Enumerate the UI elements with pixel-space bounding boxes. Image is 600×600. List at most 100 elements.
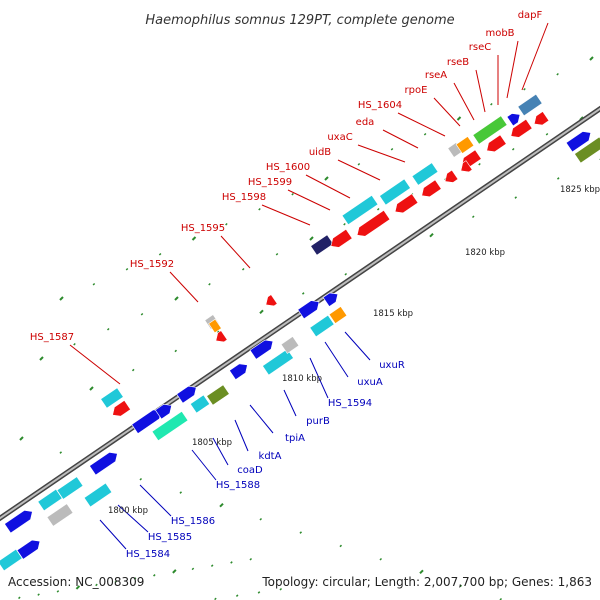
label-leader <box>506 40 519 99</box>
gene-label-bottom: tpiA <box>285 433 305 444</box>
scale-tick <box>153 574 156 577</box>
gene-feature <box>394 193 419 214</box>
gene-label-top: uidB <box>309 147 331 158</box>
scale-tick <box>225 222 228 226</box>
scale-tick <box>523 87 526 91</box>
gene-label-bottom: purB <box>306 416 330 427</box>
scale-tick <box>114 580 118 584</box>
scale-tick <box>230 561 233 564</box>
gene-feature <box>310 234 334 256</box>
scale-tick <box>309 236 314 241</box>
scale-tick <box>423 132 427 136</box>
label-leaders <box>69 22 549 550</box>
scale-tick <box>390 147 394 151</box>
scale-tick <box>471 215 475 219</box>
scale-tick <box>275 252 279 256</box>
gene-feature <box>0 548 23 572</box>
gene-feature <box>341 194 379 226</box>
summary-text: Topology: circular; Length: 2,007,700 bp… <box>261 575 592 589</box>
scale-label: 1805 kbp <box>192 438 232 448</box>
label-leader <box>382 129 419 149</box>
gene-feature <box>206 384 230 406</box>
gene-feature <box>176 385 197 404</box>
scale-tick <box>19 436 24 441</box>
scale-tick <box>257 591 261 594</box>
gene-feature <box>328 306 348 324</box>
label-leader <box>261 204 311 226</box>
scale-tick <box>556 177 560 180</box>
scale-tick <box>75 585 81 590</box>
scale-label: 1820 kbp <box>465 248 505 258</box>
label-leader <box>397 112 446 137</box>
scale-label: 1815 kbp <box>373 309 413 319</box>
scale-label: 1810 kbp <box>282 374 322 384</box>
label-leader <box>220 235 251 269</box>
label-leader <box>357 144 406 163</box>
scale-tick <box>456 116 462 121</box>
scale-tick <box>89 386 94 391</box>
scale-tick <box>59 451 63 454</box>
genome-backbone <box>0 105 600 522</box>
label-leader <box>433 97 461 127</box>
tick-marks <box>18 56 600 600</box>
gene-label-top: rseA <box>425 70 447 81</box>
gene-label-top: rseC <box>469 42 491 53</box>
label-leader <box>453 82 475 121</box>
gene-feature <box>265 294 278 307</box>
scale-tick <box>139 477 143 481</box>
label-leader <box>117 504 149 533</box>
scale-tick <box>379 557 383 561</box>
scale-tick <box>259 517 263 521</box>
gene-features <box>0 93 600 572</box>
gene-feature <box>249 339 274 360</box>
scale-tick <box>376 207 380 211</box>
gene-feature <box>262 348 294 376</box>
gene-feature <box>112 399 131 417</box>
scale-tick <box>219 502 224 508</box>
scale-tick <box>214 597 217 600</box>
scale-tick <box>73 342 76 346</box>
scale-tick <box>344 272 348 276</box>
scale-tick <box>249 557 253 561</box>
scale-tick <box>343 222 346 226</box>
scale-tick <box>357 162 361 166</box>
scale-tick <box>131 368 135 372</box>
gene-feature <box>297 300 320 320</box>
scale-tick <box>133 577 137 580</box>
gene-label-top: dapF <box>518 10 543 21</box>
scale-tick <box>324 176 329 181</box>
label-leader <box>337 159 381 181</box>
scale-tick <box>279 587 283 591</box>
gene-feature <box>379 178 411 206</box>
label-leader <box>309 357 329 399</box>
gene-label-top: rseB <box>447 57 469 68</box>
gene-label-bottom: HS_1586 <box>171 516 215 527</box>
scale-tick <box>291 192 294 196</box>
gene-feature <box>151 410 189 442</box>
scale-label: 1825 kbp <box>560 185 600 195</box>
scale-tick <box>490 102 493 106</box>
scale-tick <box>478 162 481 166</box>
scale-tick <box>191 567 195 571</box>
gene-label-top: HS_1599 <box>248 177 292 188</box>
scale-tick <box>235 594 239 597</box>
label-leader <box>169 271 199 303</box>
scale-tick <box>429 232 434 238</box>
scale-tick <box>258 207 261 211</box>
gene-feature <box>309 314 335 338</box>
scale-tick <box>125 267 129 271</box>
gene-feature <box>4 510 33 534</box>
scale-tick <box>301 292 305 295</box>
scale-tick <box>179 491 183 494</box>
gene-label-top: HS_1604 <box>358 100 402 111</box>
scale-tick <box>511 147 515 151</box>
scale-tick <box>56 590 60 593</box>
gene-feature <box>517 93 543 117</box>
label-leader <box>344 331 371 361</box>
scale-tick <box>39 356 44 361</box>
scale-tick <box>299 531 303 534</box>
gene-label-bottom: HS_1594 <box>328 398 372 409</box>
scale-tick <box>259 309 264 315</box>
gene-feature <box>510 118 533 138</box>
